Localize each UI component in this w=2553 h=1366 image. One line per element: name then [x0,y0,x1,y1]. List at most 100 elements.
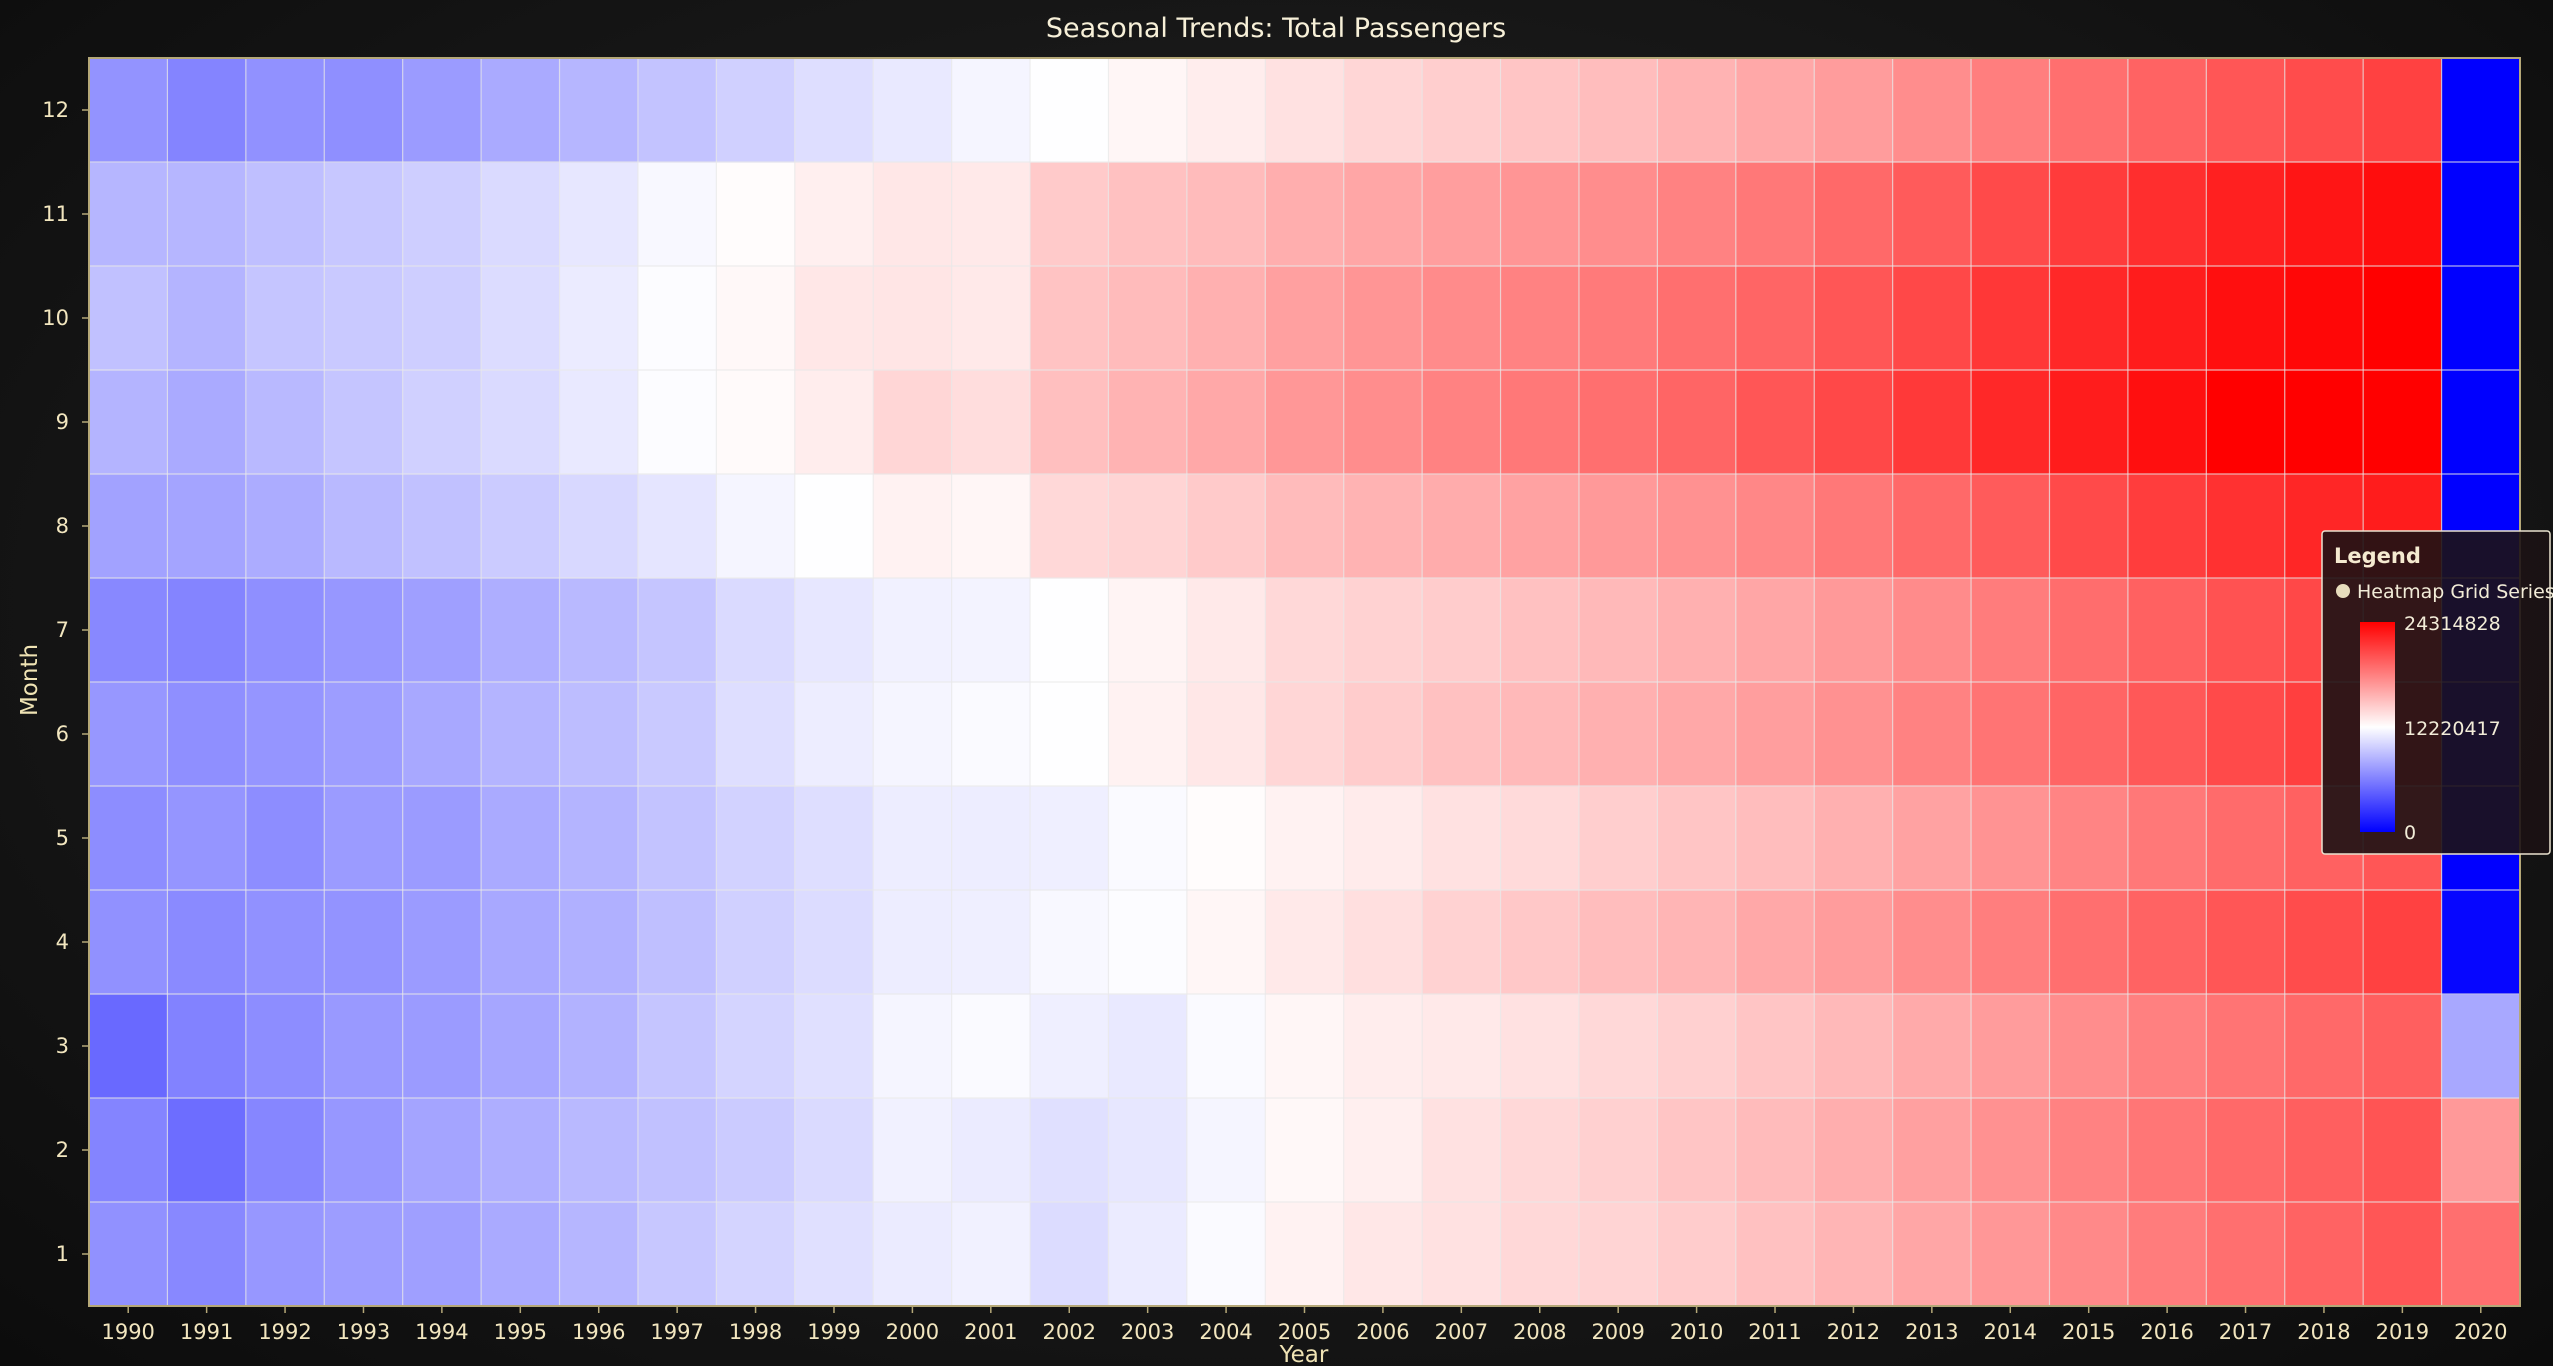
heatmap-cell-1991-6[interactable] [167,682,247,787]
heatmap-cell-2003-1[interactable] [1108,1202,1188,1307]
heatmap-cell-2008-1[interactable] [1500,1202,1580,1307]
heatmap-cell-2018-4[interactable] [2284,890,2364,995]
heatmap-cell-2004-11[interactable] [1186,162,1266,267]
heatmap-cell-1999-6[interactable] [794,682,874,787]
heatmap-cell-1998-7[interactable] [716,578,796,683]
heatmap-cell-2020-12[interactable] [2441,58,2521,163]
heatmap-cell-2006-3[interactable] [1343,994,1423,1099]
heatmap-cell-2000-11[interactable] [873,162,953,267]
heatmap-cell-1995-3[interactable] [481,994,561,1099]
heatmap-cell-1994-9[interactable] [402,370,482,475]
heatmap-cell-2018-10[interactable] [2284,266,2364,371]
heatmap-cell-2009-10[interactable] [1578,266,1658,371]
heatmap-cell-2004-2[interactable] [1186,1098,1266,1203]
heatmap-cell-1990-1[interactable] [89,1202,168,1307]
heatmap-cell-2005-2[interactable] [1265,1098,1345,1203]
heatmap-cell-2017-10[interactable] [2206,266,2286,371]
heatmap-cell-2004-8[interactable] [1186,474,1266,579]
heatmap-cell-2007-2[interactable] [1422,1098,1502,1203]
heatmap-cell-2018-11[interactable] [2284,162,2364,267]
heatmap-cell-1992-1[interactable] [245,1202,325,1307]
heatmap-cell-1993-6[interactable] [324,682,404,787]
heatmap-cell-2000-1[interactable] [873,1202,953,1307]
heatmap-cell-2015-12[interactable] [2049,58,2129,163]
heatmap-cell-1996-3[interactable] [559,994,639,1099]
heatmap-cell-2015-2[interactable] [2049,1098,2129,1203]
heatmap-cell-2008-7[interactable] [1500,578,1580,683]
heatmap-cell-1999-5[interactable] [794,786,874,891]
heatmap-cell-2019-1[interactable] [2363,1202,2443,1307]
heatmap-cell-2007-12[interactable] [1422,58,1502,163]
heatmap-cell-2016-7[interactable] [2127,578,2207,683]
heatmap-cell-1996-2[interactable] [559,1098,639,1203]
heatmap-cell-2006-2[interactable] [1343,1098,1423,1203]
heatmap-cell-1991-4[interactable] [167,890,247,995]
heatmap-cell-2015-10[interactable] [2049,266,2129,371]
heatmap-cell-2003-3[interactable] [1108,994,1188,1099]
heatmap-cell-2014-5[interactable] [1971,786,2050,891]
heatmap-cell-2007-9[interactable] [1422,370,1502,475]
heatmap-cell-2017-1[interactable] [2206,1202,2286,1307]
heatmap-cell-2020-1[interactable] [2441,1202,2521,1307]
heatmap-cell-2016-1[interactable] [2127,1202,2207,1307]
heatmap-cell-2016-4[interactable] [2127,890,2207,995]
heatmap-cell-2009-7[interactable] [1578,578,1658,683]
heatmap-cell-2013-6[interactable] [1892,682,1972,787]
heatmap-cell-1994-4[interactable] [402,890,482,995]
heatmap-cell-2017-5[interactable] [2206,786,2286,891]
heatmap-cell-2006-5[interactable] [1343,786,1423,891]
heatmap-cell-2003-10[interactable] [1108,266,1188,371]
heatmap-cell-1995-12[interactable] [481,58,561,163]
heatmap-cell-2016-8[interactable] [2127,474,2207,579]
heatmap-cell-2003-7[interactable] [1108,578,1188,683]
heatmap-cell-2020-2[interactable] [2441,1098,2521,1203]
heatmap-cell-2014-10[interactable] [1971,266,2050,371]
heatmap-cell-1991-1[interactable] [167,1202,247,1307]
heatmap-cell-2012-1[interactable] [1814,1202,1894,1307]
heatmap-cell-2001-4[interactable] [951,890,1031,995]
heatmap-cell-2020-4[interactable] [2441,890,2521,995]
heatmap-cell-1999-2[interactable] [794,1098,874,1203]
heatmap-cell-1996-8[interactable] [559,474,639,579]
heatmap-cell-2010-1[interactable] [1657,1202,1737,1307]
heatmap-cell-2009-12[interactable] [1578,58,1658,163]
heatmap-cell-2015-5[interactable] [2049,786,2129,891]
heatmap-cell-2009-9[interactable] [1578,370,1658,475]
heatmap-cell-2007-7[interactable] [1422,578,1502,683]
heatmap-cell-1994-2[interactable] [402,1098,482,1203]
heatmap-cell-2002-5[interactable] [1030,786,1109,891]
heatmap-cell-1994-5[interactable] [402,786,482,891]
heatmap-cell-2014-7[interactable] [1971,578,2050,683]
heatmap-cell-2000-9[interactable] [873,370,953,475]
heatmap-cell-2013-5[interactable] [1892,786,1972,891]
heatmap-cell-2018-3[interactable] [2284,994,2364,1099]
heatmap-cell-2003-9[interactable] [1108,370,1188,475]
heatmap-cell-2010-6[interactable] [1657,682,1737,787]
heatmap-cell-2010-5[interactable] [1657,786,1737,891]
heatmap-cell-2011-2[interactable] [1735,1098,1815,1203]
heatmap-cell-2017-3[interactable] [2206,994,2286,1099]
heatmap-cell-1992-8[interactable] [245,474,325,579]
heatmap-cell-1990-12[interactable] [89,58,168,163]
heatmap-cell-2007-10[interactable] [1422,266,1502,371]
heatmap-cell-2012-4[interactable] [1814,890,1894,995]
heatmap-cell-2007-5[interactable] [1422,786,1502,891]
heatmap-cell-2011-4[interactable] [1735,890,1815,995]
heatmap-cell-2014-8[interactable] [1971,474,2050,579]
heatmap-cell-2011-9[interactable] [1735,370,1815,475]
heatmap-cell-2000-8[interactable] [873,474,953,579]
heatmap-cell-2006-12[interactable] [1343,58,1423,163]
heatmap-cell-2003-11[interactable] [1108,162,1188,267]
heatmap-cell-2012-9[interactable] [1814,370,1894,475]
heatmap-cell-1991-12[interactable] [167,58,247,163]
heatmap-cell-1997-2[interactable] [637,1098,717,1203]
heatmap-cell-1994-10[interactable] [402,266,482,371]
heatmap-cell-2019-4[interactable] [2363,890,2443,995]
heatmap-cell-1999-9[interactable] [794,370,874,475]
heatmap-cell-2004-10[interactable] [1186,266,1266,371]
heatmap-cell-1996-11[interactable] [559,162,639,267]
heatmap-cell-2019-3[interactable] [2363,994,2443,1099]
heatmap-cell-1991-3[interactable] [167,994,247,1099]
heatmap-cell-2010-10[interactable] [1657,266,1737,371]
heatmap-cell-1990-11[interactable] [89,162,168,267]
